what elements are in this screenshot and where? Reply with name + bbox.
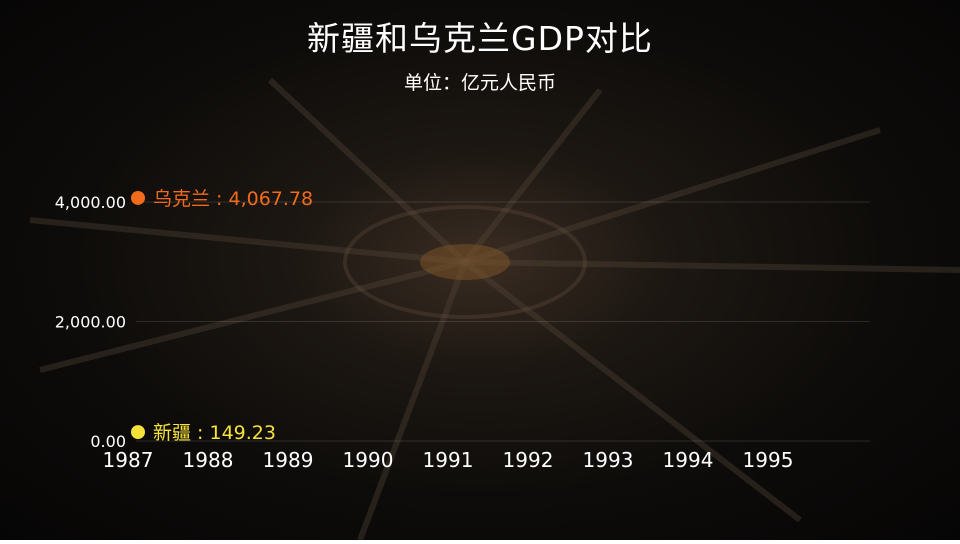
series-name: 乌克兰 <box>153 188 210 210</box>
series-value-label: 乌克兰 : 4,067.78 <box>153 188 313 210</box>
x-tick-label: 1990 <box>343 448 394 472</box>
x-tick-label: 1988 <box>183 448 234 472</box>
y-tick-label: 2,000.00 <box>55 313 126 332</box>
label-separator: : <box>191 422 209 444</box>
series-name: 新疆 <box>153 422 191 444</box>
series-value: 4,067.78 <box>229 188 314 210</box>
chart-subtitle: 单位：亿元人民币 <box>403 72 556 94</box>
x-tick-label: 1992 <box>503 448 554 472</box>
series-markers: 乌克兰 : 4,067.78 新疆 : 149.23 <box>131 188 313 444</box>
x-axis-tick-labels: 1987 1988 1989 1990 1991 1992 1993 1994 1995 <box>103 448 794 472</box>
x-tick-label: 1995 <box>743 448 794 472</box>
label-separator: : <box>210 188 228 210</box>
x-tick-label: 1989 <box>263 448 314 472</box>
chart-title: 新疆和乌克兰GDP对比 <box>307 19 653 58</box>
x-tick-label: 1994 <box>663 448 714 472</box>
y-tick-label: 4,000.00 <box>55 193 126 212</box>
x-tick-label: 1993 <box>583 448 634 472</box>
y-tick-label: 0.00 <box>90 432 126 451</box>
y-axis-tick-labels: 0.00 2,000.00 4,000.00 <box>55 193 126 451</box>
series-value: 149.23 <box>210 422 276 444</box>
x-tick-label: 1987 <box>103 448 154 472</box>
x-tick-label: 1991 <box>423 448 474 472</box>
series-value-label: 新疆 : 149.23 <box>153 422 276 444</box>
series-point <box>131 190 145 205</box>
series-point <box>131 425 145 440</box>
grid-lines <box>136 201 870 442</box>
